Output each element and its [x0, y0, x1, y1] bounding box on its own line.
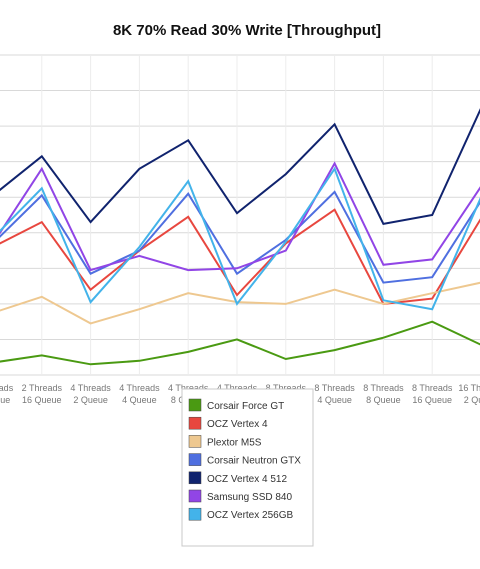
chart-title: 8K 70% Read 30% Write [Throughput]	[113, 22, 381, 39]
legend-label: Plextor M5S	[207, 437, 262, 448]
x-tick-label: 2 Threads	[0, 383, 14, 393]
legend-swatch	[188, 489, 202, 503]
series-line	[0, 190, 480, 284]
x-tick-label: 4 Threads	[119, 383, 160, 393]
legend-swatch	[188, 398, 202, 412]
series-line	[0, 281, 480, 325]
plot-series	[0, 108, 480, 366]
series-line	[0, 161, 480, 272]
legend-label: OCZ Vertex 4	[207, 419, 268, 430]
x-tick-label: 4 Queue	[122, 395, 157, 405]
x-tick-label: 8 Threads	[412, 383, 453, 393]
grid	[0, 54, 480, 376]
x-tick-label: 2 Queue	[73, 395, 108, 405]
series-line	[0, 208, 480, 305]
series-line	[0, 166, 480, 311]
x-tick-label: 16 Queue	[22, 395, 62, 405]
series-line	[0, 320, 480, 366]
x-tick-label: 8 Queue	[366, 395, 401, 405]
legend-label: OCZ Vertex 4 512	[207, 474, 287, 485]
x-tick-label: 2 Threads	[22, 383, 63, 393]
legend-swatch	[188, 453, 202, 466]
legend-label: OCZ Vertex 256GB	[207, 510, 293, 521]
x-tick-label: 4 Threads	[168, 383, 209, 393]
legend-label: Corsair Force GT	[207, 401, 284, 412]
legend-swatch	[188, 507, 202, 521]
legend: Corsair Force GT OCZ Vertex 4 Plextor M5S C…	[181, 388, 314, 547]
x-tick-label: 4 Threads	[217, 383, 258, 393]
legend-swatch	[188, 416, 202, 430]
x-tick-label: 16 Queue	[412, 395, 452, 405]
legend-label: Samsung SSD 840	[207, 492, 292, 503]
x-tick-label: 2 Queue	[464, 395, 480, 405]
x-tick-label: 8 Threads	[266, 383, 307, 393]
x-tick-label: 16 Threads	[458, 383, 480, 393]
legend-label: Corsair Neutron GTX	[207, 456, 301, 467]
legend-swatch	[188, 435, 202, 448]
x-tick-label: 4 Threads	[70, 383, 111, 393]
x-tick-label: 8 Queue	[0, 395, 10, 405]
x-tick-label: 8 Threads	[314, 383, 355, 393]
legend-box	[181, 388, 314, 547]
x-tick-label: 8 Threads	[363, 383, 404, 393]
series-line	[0, 108, 480, 226]
legend-swatch	[188, 471, 202, 485]
x-tick-label: 4 Queue	[317, 395, 352, 405]
